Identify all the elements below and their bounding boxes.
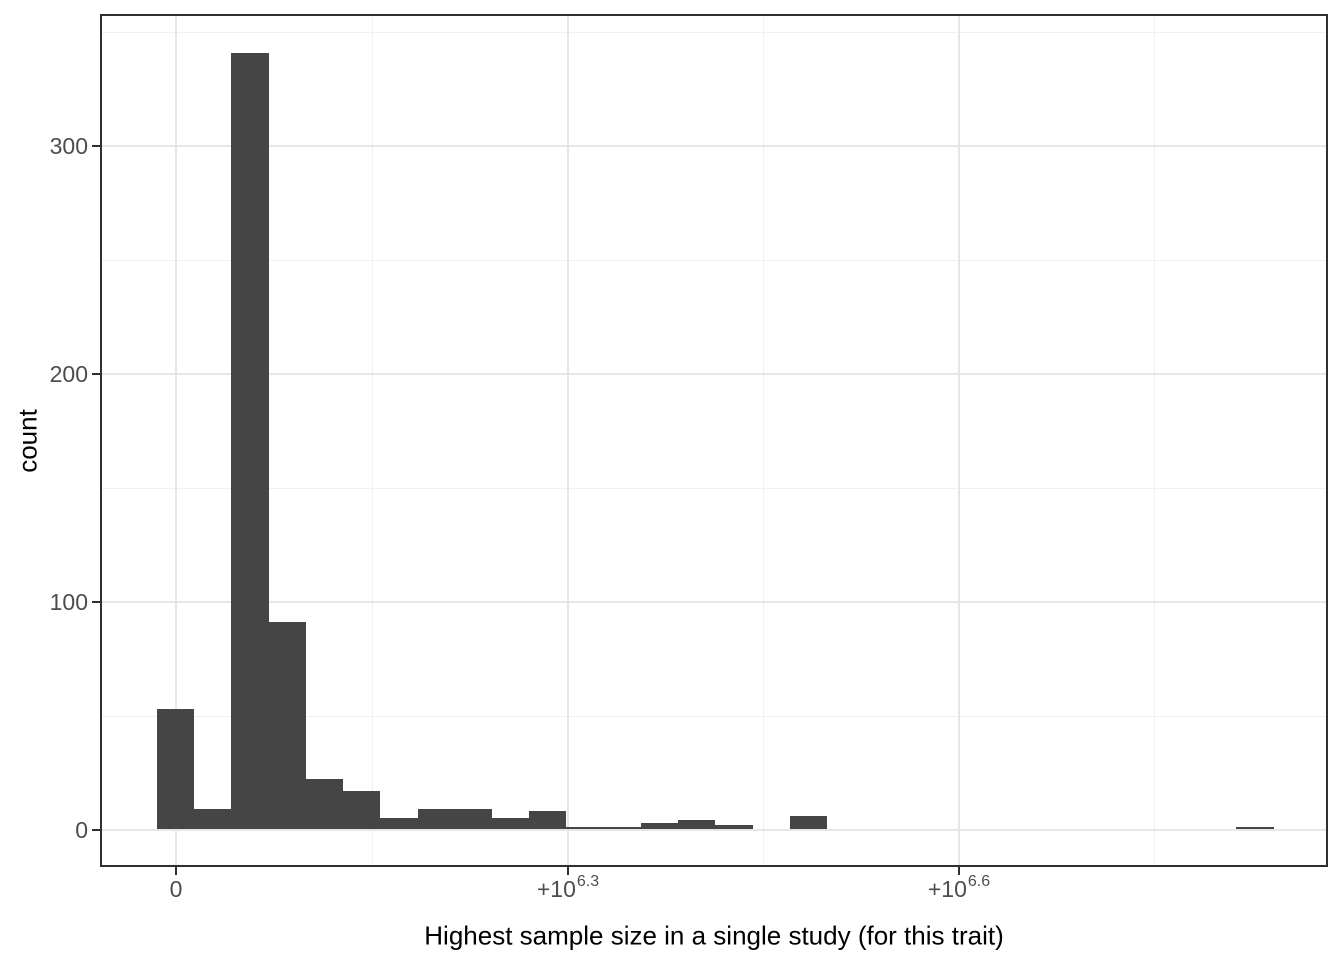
histogram-bar: [603, 827, 641, 830]
x-tick-label: 0: [169, 876, 183, 902]
y-tick-mark: [92, 600, 100, 603]
plot-panel: [100, 14, 1328, 867]
histogram-bar: [1236, 827, 1274, 830]
y-tick-mark: [92, 828, 100, 831]
histogram-bar: [305, 779, 344, 830]
histogram-bar: [566, 827, 604, 830]
histogram-bar: [157, 708, 195, 830]
gridline-y-major: [100, 600, 1328, 603]
histogram-bar: [715, 824, 753, 830]
y-tick-label: 0: [75, 816, 88, 843]
gridline-x-major: [957, 14, 960, 867]
x-tick-mark: [566, 867, 569, 875]
gridline-x-minor: [762, 14, 764, 867]
gridline-x-major: [175, 14, 177, 867]
gridline-y-minor: [100, 715, 1328, 717]
histogram-bar: [268, 622, 306, 830]
gridline-x-minor: [371, 14, 373, 867]
gridline-y-minor: [100, 259, 1328, 261]
x-axis-title: Highest sample size in a single study (f…: [424, 920, 1004, 951]
histogram-bar: [231, 52, 269, 830]
gridline-y-minor: [100, 487, 1328, 489]
gridline-y-major: [100, 144, 1328, 147]
gridline-x-minor: [1153, 14, 1155, 867]
gridline-x-major: [566, 14, 569, 867]
histogram-bar: [640, 822, 679, 830]
gridline-y-major: [100, 828, 1328, 831]
histogram-bar: [194, 808, 232, 830]
histogram-bar: [343, 790, 381, 830]
x-tick-mark: [175, 867, 177, 875]
x-tick-label: +106.6: [927, 873, 991, 902]
y-axis-title: count: [12, 409, 43, 473]
histogram-bar: [789, 815, 827, 830]
y-tick-mark: [92, 144, 100, 147]
histogram-bar: [678, 820, 716, 830]
gridline-y-minor: [100, 32, 1328, 34]
x-tick-mark: [957, 867, 960, 875]
histogram-bar: [491, 818, 530, 830]
y-tick-label: 300: [49, 132, 88, 159]
histogram-bar: [380, 818, 418, 830]
y-tick-label: 100: [49, 588, 88, 615]
histogram-bar: [417, 808, 455, 830]
histogram-bar: [454, 808, 492, 830]
y-tick-label: 200: [49, 360, 88, 387]
histogram-bar: [529, 811, 567, 830]
y-tick-mark: [92, 372, 100, 375]
gridline-y-major: [100, 372, 1328, 375]
x-tick-label: +106.3: [536, 873, 600, 902]
